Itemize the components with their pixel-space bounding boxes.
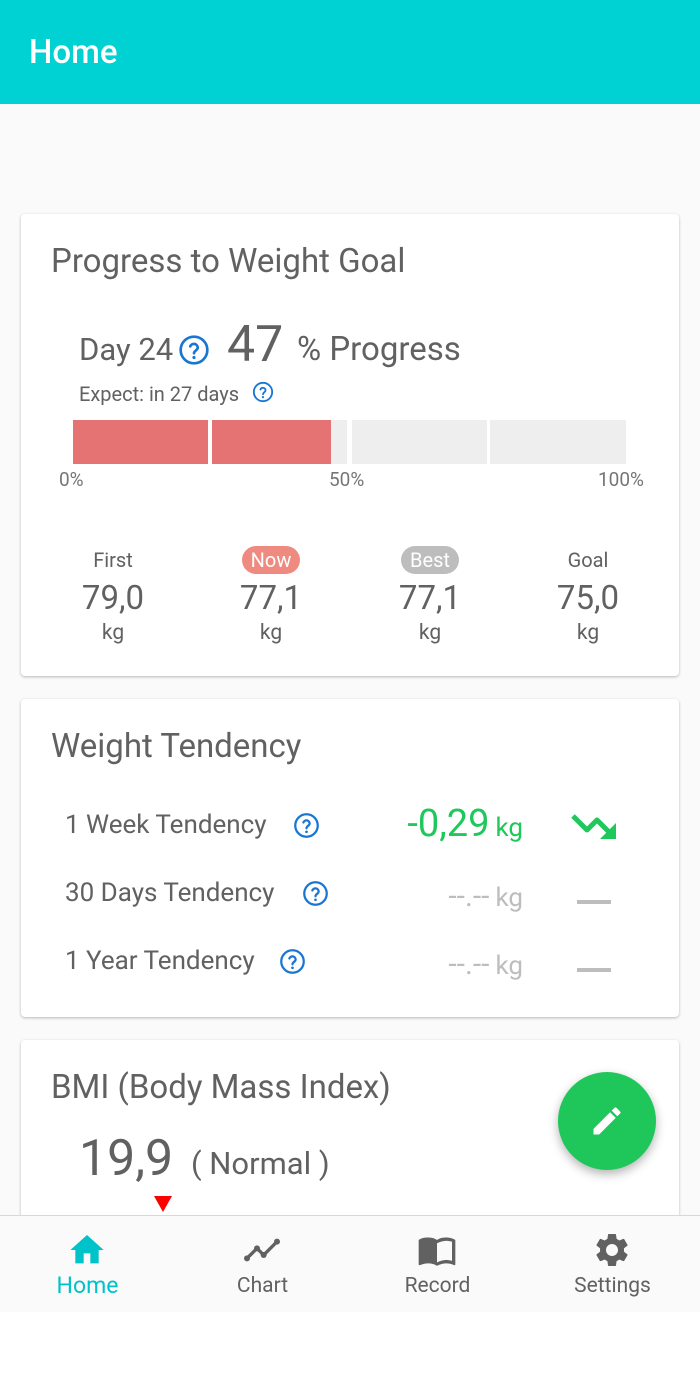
tendency-year-help-icon[interactable]: [279, 948, 306, 975]
stat-first: First 79,0 kg: [48, 545, 178, 647]
edit-pencil-icon: [593, 1107, 621, 1135]
stat-best-value: 77,1: [398, 579, 462, 618]
stat-first-label: First: [93, 548, 133, 572]
now-badge: Now: [241, 546, 301, 574]
stat-goal-unit: kg: [576, 621, 600, 645]
stat-best: Best 77,1 kg: [365, 545, 495, 647]
tendency-week-value: -0,29 kg: [407, 802, 523, 846]
bmi-marker-icon: [154, 1196, 172, 1212]
bmi-card-title: BMI (Body Mass Index): [51, 1068, 391, 1107]
tendency-30days-value: --.-- kg: [448, 879, 523, 914]
stat-goal-label: Goal: [567, 548, 609, 572]
nav-record[interactable]: Record: [350, 1216, 525, 1313]
progress-segment-fill: [212, 420, 331, 464]
chart-line-icon: [242, 1230, 282, 1270]
stat-now-value: 77,1: [239, 579, 303, 618]
tendency-30days-unit: kg: [495, 883, 523, 913]
expect-text: Expect: in 27 days: [79, 382, 240, 406]
progress-segment-fill: [73, 420, 208, 464]
home-icon: [67, 1230, 107, 1270]
stat-first-unit: kg: [101, 621, 125, 645]
app-bar: Home: [0, 0, 700, 104]
page-title: Home: [29, 33, 118, 72]
nav-settings[interactable]: Settings: [525, 1216, 700, 1313]
stat-best-unit: kg: [418, 621, 442, 645]
dash-icon: [577, 891, 611, 910]
progress-card: Progress to Weight Goal Day 24 47 % Prog…: [21, 214, 679, 676]
stat-now-unit: kg: [259, 621, 283, 645]
tendency-card: Weight Tendency 1 Week Tendency -0,29 kg …: [21, 699, 679, 1017]
tendency-30days-label: 30 Days Tendency: [65, 878, 275, 908]
best-badge: Best: [401, 546, 459, 574]
progress-percent: 47: [227, 316, 284, 374]
book-icon: [417, 1230, 457, 1270]
nav-home[interactable]: Home: [0, 1216, 175, 1313]
bmi-value: 19,9: [79, 1130, 174, 1188]
scale-mid: 50%: [329, 468, 365, 491]
nav-chart[interactable]: Chart: [175, 1216, 350, 1313]
tendency-year-unit: kg: [495, 951, 523, 981]
progress-segment-2: [212, 420, 347, 464]
scale-end: 100%: [598, 468, 644, 491]
dash-icon: [577, 959, 611, 978]
expect-help-icon[interactable]: [252, 381, 274, 403]
tendency-week-number: -0,29: [407, 802, 490, 846]
stat-now: Now 77,1 kg: [206, 545, 336, 647]
trending-down-icon: [570, 809, 620, 847]
progress-segment-1: [73, 420, 208, 464]
nav-home-label: Home: [56, 1272, 119, 1299]
progress-percent-label: % Progress: [297, 330, 461, 369]
tendency-30days-help-icon[interactable]: [302, 880, 329, 907]
bottom-navigation: Home Chart Record Settings: [0, 1215, 700, 1313]
stat-goal-value: 75,0: [556, 579, 620, 618]
stat-goal: Goal 75,0 kg: [523, 545, 653, 647]
gear-icon: [592, 1230, 632, 1270]
tendency-week-unit: kg: [495, 813, 523, 843]
nav-record-label: Record: [404, 1274, 471, 1298]
scale-start: 0%: [59, 468, 84, 491]
tendency-year-label: 1 Year Tendency: [65, 946, 255, 976]
nav-chart-label: Chart: [236, 1274, 289, 1298]
bmi-classification: ( Normal ): [191, 1145, 330, 1182]
tendency-year-value: --.-- kg: [448, 947, 523, 982]
progress-card-title: Progress to Weight Goal: [51, 242, 406, 281]
stat-first-value: 79,0: [81, 579, 145, 618]
add-record-fab[interactable]: [558, 1072, 656, 1170]
day-help-icon[interactable]: [178, 334, 210, 366]
tendency-30days-number: --.--: [448, 879, 490, 914]
progress-segment-3: [352, 420, 487, 464]
tendency-week-label: 1 Week Tendency: [65, 810, 267, 840]
day-counter: Day 24: [79, 331, 174, 368]
progress-segment-4: [490, 420, 626, 464]
tendency-card-title: Weight Tendency: [51, 727, 302, 766]
tendency-week-help-icon[interactable]: [293, 812, 320, 839]
tendency-year-number: --.--: [448, 947, 490, 982]
nav-settings-label: Settings: [574, 1274, 651, 1298]
empty-area: [0, 1312, 700, 1400]
